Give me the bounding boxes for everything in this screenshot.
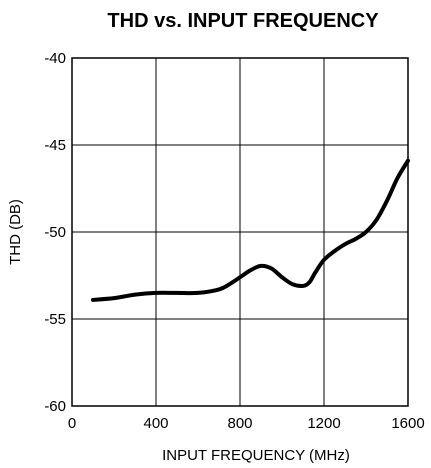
x-tick-label: 400	[143, 415, 168, 432]
y-tick-labels: -40 -45 -50 -55 -60	[44, 50, 66, 415]
x-tick-label: 1200	[307, 415, 340, 432]
x-tick-label: 800	[227, 415, 252, 432]
y-tick-label: -45	[44, 137, 66, 154]
y-tick-label: -55	[44, 311, 66, 328]
y-axis-label: THD (DB)	[7, 199, 24, 265]
series-line	[91, 158, 410, 302]
y-tick-label: -60	[44, 398, 66, 415]
x-tick-labels: 0 400 800 1200 1600	[68, 415, 425, 432]
y-tick-label: -40	[44, 50, 66, 67]
chart-title: THD vs. INPUT FREQUENCY	[107, 10, 379, 32]
x-axis-label: INPUT FREQUENCY (MHz)	[162, 447, 350, 464]
grid	[71, 57, 409, 407]
x-tick-label: 0	[68, 415, 76, 432]
plot-frame	[71, 57, 409, 407]
x-tick-label: 1600	[391, 415, 424, 432]
y-tick-label: -50	[44, 224, 66, 241]
